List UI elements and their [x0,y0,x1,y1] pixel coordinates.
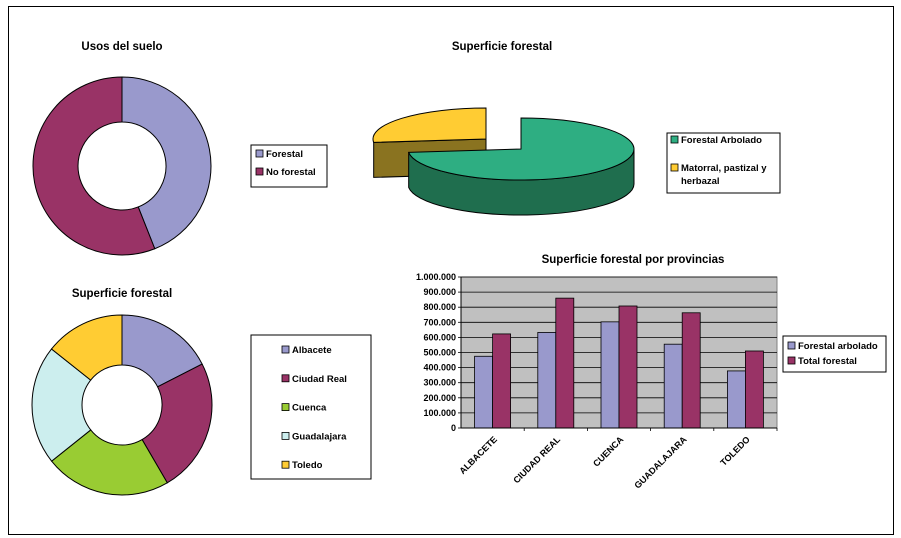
y-tick-label: 300.000 [423,378,456,388]
legend: Forestal Arbolado Matorral, pastizal y her… [666,132,781,194]
legend-swatch [670,135,679,144]
y-tick-label: 900.000 [423,287,456,297]
legend-swatch [281,374,290,383]
bar-total-forestal-cuenca [618,305,638,429]
legend-swatch [670,163,679,172]
legend-swatch [281,345,290,354]
chart-superficie-forestal-provincias-donut: Superficie forestal Albacete Ciudad Real C… [31,288,372,496]
bars [474,297,764,429]
pie-slice-forestal [121,76,212,250]
legend-box [666,132,781,194]
bar-forestal-arbolado-ciudad-real [537,332,557,429]
bar-forestal-arbolado-toledo [727,370,746,429]
legend-swatch [281,460,290,469]
chart-title: Superficie forestal [72,288,172,300]
legend-label: Forestal [266,149,303,160]
y-tick-label: 800.000 [423,302,456,312]
legend-label: Total forestal [798,356,857,367]
legend-label: Cuenca [292,403,327,414]
pie-slice-guadalajara [31,348,92,462]
y-tick-label: 500.000 [423,348,456,358]
pie-3d [372,107,635,216]
x-tick-label: CIUDAD REAL [511,434,562,485]
pie-slice-toledo [50,314,123,381]
x-tick-label: TOLEDO [718,434,751,467]
x-tick-label: GUADALAJARA [632,434,689,491]
chart-usos-del-suelo: Usos del suelo Forestal No forestal [32,41,328,256]
chart-superficie-forestal-3d: Superficie forestal Forestal Arbolado Mat… [372,41,781,216]
pie-slice-ciudad-real [141,363,213,484]
y-tick-label: 100.000 [423,408,456,418]
bar-forestal-arbolado-cuenca [600,321,620,429]
pie-slices [31,314,213,496]
bar-total-forestal-toledo [745,350,764,429]
legend-swatch [255,167,264,176]
y-tick-label: 700.000 [423,317,456,327]
legend: Forestal No forestal [250,144,328,188]
y-tick-label: 400.000 [423,363,456,373]
x-tick-label: CUENCA [591,434,626,469]
y-tick-label: 0 [451,423,456,433]
legend-swatch [787,341,796,350]
bar-forestal-arbolado-guadalajara [663,343,683,429]
chart-title: Superficie forestal por provincias [542,254,725,266]
legend-label: herbazal [681,176,720,187]
legend-items: Albacete Ciudad Real Cuenca Guadalajara Tole… [281,345,347,471]
pie-slices [32,76,212,256]
chart-title: Usos del suelo [81,41,162,53]
legend-items: Forestal arbolado Total forestal [787,341,878,367]
legend-swatch [787,356,796,365]
legend-label: Toledo [292,460,323,471]
legend-label: Albacete [292,345,332,356]
y-tick-label: 200.000 [423,393,456,403]
legend-box [250,144,328,188]
pie-slice-arbolado [407,117,635,181]
legend-box [782,335,887,373]
pie-slice-cuenca [50,429,168,496]
legend-box [250,334,372,480]
bar-total-forestal-ciudad-real [555,297,575,429]
legend-label: Forestal arbolado [798,341,878,352]
y-tick-label: 1.000.000 [416,272,456,282]
legend-label: Guadalajara [292,431,347,442]
legend-label: Matorral, pastizal y [681,163,767,174]
pie-slice-no-forestal [32,76,156,256]
chart-superficie-forestal-por-provincias: Superficie forestal por provincias 0 100.… [416,254,887,491]
bar-total-forestal-guadalajara [681,312,701,429]
legend: Albacete Ciudad Real Cuenca Guadalajara Tole… [250,334,372,480]
legend-swatch [281,431,290,440]
bar-total-forestal-albacete [492,333,512,429]
pie-slice-matorral [372,107,487,143]
legend-label: No forestal [266,167,316,178]
y-tick-label: 600.000 [423,332,456,342]
legend-items: Forestal Arbolado Matorral, pastizal y her… [670,135,767,187]
legend-items: Forestal No forestal [255,149,316,178]
legend-swatch [281,403,290,412]
chart-title: Superficie forestal [452,41,552,53]
bar-forestal-arbolado-albacete [474,355,494,429]
legend-label: Ciudad Real [292,374,347,385]
x-tick-label: ALBACETE [457,434,499,476]
legend-swatch [255,149,264,158]
legend: Forestal arbolado Total forestal [782,335,887,373]
legend-label: Forestal Arbolado [681,135,762,146]
